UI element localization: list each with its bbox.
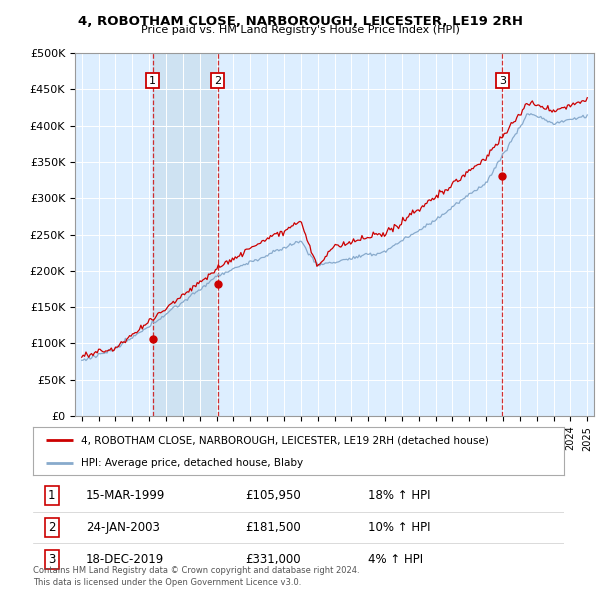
Text: 2: 2 xyxy=(214,76,221,86)
Text: 10% ↑ HPI: 10% ↑ HPI xyxy=(368,521,430,534)
Text: 4, ROBOTHAM CLOSE, NARBOROUGH, LEICESTER, LE19 2RH: 4, ROBOTHAM CLOSE, NARBOROUGH, LEICESTER… xyxy=(77,15,523,28)
Text: 3: 3 xyxy=(48,553,55,566)
Text: 24-JAN-2003: 24-JAN-2003 xyxy=(86,521,160,534)
Bar xyxy=(152,53,218,416)
Text: 4% ↑ HPI: 4% ↑ HPI xyxy=(368,553,422,566)
Text: HPI: Average price, detached house, Blaby: HPI: Average price, detached house, Blab… xyxy=(81,458,303,468)
Text: £105,950: £105,950 xyxy=(245,489,301,502)
Text: 15-MAR-1999: 15-MAR-1999 xyxy=(86,489,166,502)
Text: 1: 1 xyxy=(48,489,55,502)
Text: 4, ROBOTHAM CLOSE, NARBOROUGH, LEICESTER, LE19 2RH (detached house): 4, ROBOTHAM CLOSE, NARBOROUGH, LEICESTER… xyxy=(81,435,488,445)
Text: 1: 1 xyxy=(149,76,156,86)
Text: £181,500: £181,500 xyxy=(245,521,301,534)
Text: Price paid vs. HM Land Registry's House Price Index (HPI): Price paid vs. HM Land Registry's House … xyxy=(140,25,460,35)
Text: 3: 3 xyxy=(499,76,506,86)
Text: 18-DEC-2019: 18-DEC-2019 xyxy=(86,553,164,566)
Text: 18% ↑ HPI: 18% ↑ HPI xyxy=(368,489,430,502)
Text: Contains HM Land Registry data © Crown copyright and database right 2024.
This d: Contains HM Land Registry data © Crown c… xyxy=(33,566,359,587)
Text: £331,000: £331,000 xyxy=(245,553,301,566)
Text: 2: 2 xyxy=(48,521,55,534)
